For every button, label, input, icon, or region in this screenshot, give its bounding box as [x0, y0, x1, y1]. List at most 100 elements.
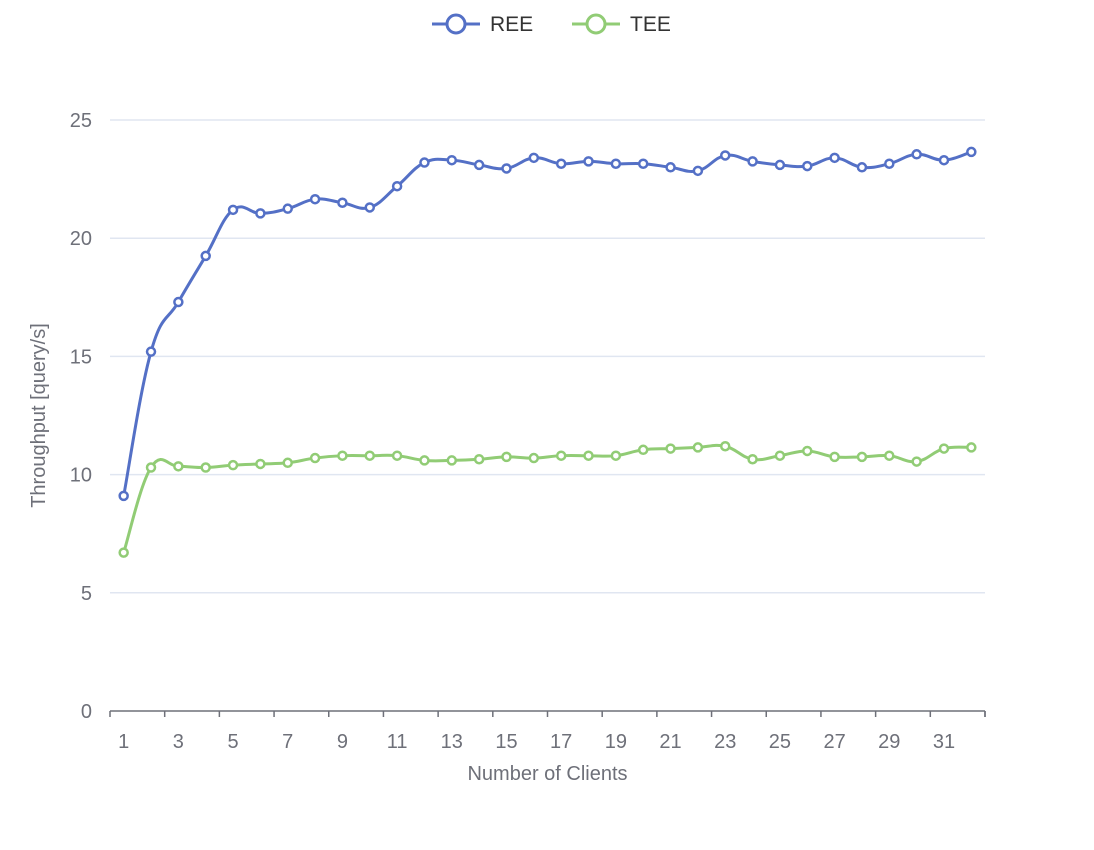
data-point-ree[interactable] — [255, 208, 266, 219]
x-tick-label: 17 — [550, 731, 572, 753]
x-tick-label: 27 — [823, 731, 845, 753]
x-tick-label: 25 — [769, 731, 791, 753]
data-point-tee[interactable] — [309, 452, 321, 464]
y-tick-label: 10 — [70, 465, 92, 487]
data-point-ree[interactable] — [118, 490, 129, 502]
data-point-ree[interactable] — [802, 160, 813, 172]
data-point-tee[interactable] — [966, 442, 977, 453]
data-point-ree[interactable] — [829, 152, 840, 164]
x-tick-label: 21 — [659, 731, 681, 753]
y-axis-ticks: 0 5 10 15 20 25 — [70, 110, 92, 723]
legend-label: TEE — [630, 13, 671, 36]
series-ree — [118, 146, 977, 502]
series-tee — [118, 440, 977, 558]
data-point-tee[interactable] — [665, 443, 676, 454]
data-point-ree[interactable] — [856, 162, 868, 173]
x-tick-label: 3 — [173, 731, 184, 753]
data-point-ree[interactable] — [419, 157, 430, 168]
x-axis: 1 3 5 7 9 11 13 15 17 19 21 23 25 27 29 31 — [109, 710, 986, 753]
data-point-tee[interactable] — [938, 443, 950, 454]
data-point-ree[interactable] — [364, 202, 376, 213]
data-point-tee[interactable] — [419, 455, 430, 466]
data-point-tee[interactable] — [829, 451, 840, 463]
data-point-tee[interactable] — [255, 458, 266, 470]
data-point-ree[interactable] — [665, 162, 676, 173]
data-point-tee[interactable] — [337, 450, 348, 461]
x-tick-label: 15 — [495, 731, 517, 753]
data-point-ree[interactable] — [528, 152, 540, 164]
data-point-ree[interactable] — [637, 158, 649, 169]
data-point-tee[interactable] — [774, 450, 786, 461]
y-tick-label: 15 — [70, 346, 92, 368]
data-point-ree[interactable] — [911, 149, 922, 160]
x-tick-label: 13 — [441, 731, 463, 753]
data-point-tee[interactable] — [200, 462, 211, 473]
data-point-tee[interactable] — [364, 450, 376, 461]
data-point-tee[interactable] — [583, 450, 594, 461]
data-point-tee[interactable] — [446, 455, 458, 466]
data-point-ree[interactable] — [692, 165, 704, 177]
y-tick-label: 5 — [81, 583, 92, 605]
data-point-ree[interactable] — [501, 163, 512, 174]
data-point-ree[interactable] — [747, 156, 758, 167]
series-layer — [118, 146, 977, 558]
y-tick-label: 25 — [70, 110, 92, 132]
data-point-ree[interactable] — [173, 296, 184, 308]
data-point-ree[interactable] — [884, 158, 895, 169]
series-line-ree — [122, 150, 972, 497]
data-point-ree[interactable] — [583, 156, 594, 167]
data-point-ree[interactable] — [145, 346, 157, 357]
legend-label: REE — [490, 13, 533, 36]
data-point-ree[interactable] — [446, 154, 458, 166]
x-tick-label: 23 — [714, 731, 736, 753]
data-point-ree[interactable] — [938, 154, 950, 166]
data-point-ree[interactable] — [719, 150, 731, 161]
data-point-ree[interactable] — [610, 158, 622, 169]
data-point-ree[interactable] — [227, 204, 239, 216]
data-point-tee[interactable] — [282, 457, 293, 469]
data-point-ree[interactable] — [473, 159, 485, 171]
data-point-tee[interactable] — [911, 456, 922, 467]
data-point-tee[interactable] — [692, 442, 704, 453]
data-point-ree[interactable] — [200, 250, 211, 262]
x-tick-label: 9 — [337, 731, 348, 753]
legend-item-tee[interactable]: TEE — [572, 13, 671, 36]
data-point-tee[interactable] — [747, 453, 758, 465]
data-point-tee[interactable] — [473, 453, 485, 465]
data-point-tee[interactable] — [118, 547, 129, 558]
data-point-ree[interactable] — [966, 146, 977, 158]
y-tick-label: 20 — [70, 228, 92, 250]
data-point-tee[interactable] — [610, 450, 622, 461]
legend-marker-icon — [445, 13, 467, 35]
x-axis-title: Number of Clients — [467, 763, 627, 785]
data-point-ree[interactable] — [555, 158, 567, 169]
x-tick-label: 5 — [227, 731, 238, 753]
legend-item-ree[interactable]: REE — [432, 13, 533, 36]
series-line-tee — [122, 443, 972, 554]
legend[interactable]: REE TEE — [432, 13, 671, 36]
grid-lines — [110, 119, 985, 594]
data-point-tee[interactable] — [555, 450, 567, 461]
data-point-tee[interactable] — [802, 445, 813, 457]
data-point-tee[interactable] — [719, 440, 731, 452]
x-tick-label: 11 — [387, 731, 408, 753]
y-tick-label: 0 — [81, 701, 92, 723]
data-point-tee[interactable] — [501, 451, 512, 463]
data-point-tee[interactable] — [637, 444, 649, 456]
data-point-tee[interactable] — [884, 450, 895, 461]
data-point-tee[interactable] — [227, 459, 239, 471]
data-point-ree[interactable] — [337, 197, 348, 208]
data-point-ree[interactable] — [774, 159, 786, 171]
data-point-tee[interactable] — [145, 462, 157, 473]
data-point-ree[interactable] — [282, 203, 293, 214]
data-point-ree[interactable] — [309, 193, 321, 205]
data-point-tee[interactable] — [173, 461, 184, 472]
x-tick-label: 31 — [933, 731, 955, 753]
x-tick-label: 1 — [118, 731, 129, 753]
data-point-tee[interactable] — [391, 450, 403, 461]
data-point-tee[interactable] — [528, 452, 540, 464]
data-point-tee[interactable] — [856, 451, 868, 463]
data-point-ree[interactable] — [391, 180, 403, 192]
legend-marker-icon — [585, 13, 607, 35]
